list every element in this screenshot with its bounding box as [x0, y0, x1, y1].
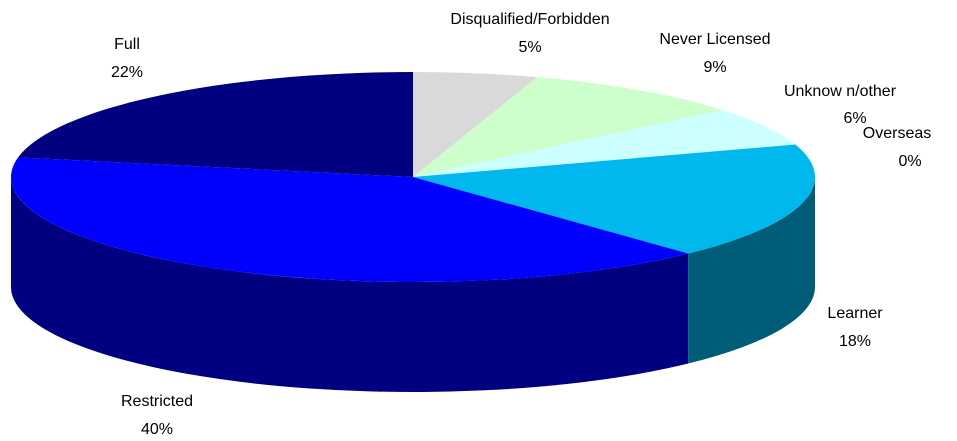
slice-value-label: 9%: [703, 59, 726, 76]
slice-side: [688, 177, 815, 364]
slice-label: Full: [114, 36, 140, 53]
slice-label: Overseas: [863, 125, 931, 142]
slice: [11, 157, 689, 282]
slice-label: Learner: [827, 305, 883, 322]
slice-value-label: 6%: [843, 110, 866, 127]
slice-label: Restricted: [121, 393, 193, 410]
slice: [413, 144, 815, 254]
slice-side: [10, 177, 689, 393]
slice-value-label: 5%: [518, 39, 541, 56]
slice-label: Unknow n/other: [784, 83, 897, 100]
slice-value-label: 18%: [839, 333, 871, 350]
slice-value-label: 40%: [141, 421, 173, 436]
slice-value-label: 22%: [111, 64, 143, 81]
slice: [18, 72, 414, 177]
slice: [413, 110, 796, 177]
slice-label: Disqualified/Forbidden: [450, 11, 609, 28]
slice: [413, 77, 723, 177]
slice-value-label: 0%: [898, 153, 921, 170]
slice: [413, 72, 538, 177]
slice-label: Never Licensed: [659, 31, 770, 48]
